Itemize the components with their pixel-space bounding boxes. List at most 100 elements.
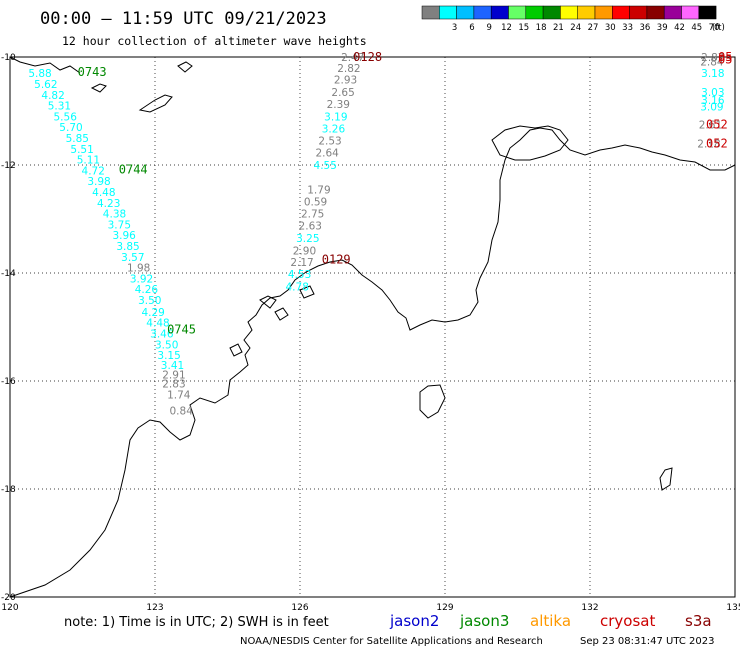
legend-tick-label: 3 (452, 23, 457, 33)
swh-value: 5.70 (59, 122, 82, 134)
plot-frame (9, 56, 736, 598)
swh-value: 3.57 (121, 252, 144, 264)
legend-tick-label: 30 (605, 23, 616, 33)
island-timor-coast (9, 56, 81, 74)
swh-value: 2.63 (299, 220, 322, 232)
swh-value: 1.79 (307, 184, 330, 196)
swh-value: 4.78 (286, 282, 309, 294)
swh-value: 3.26 (322, 123, 346, 135)
swh-value: 3.09 (700, 102, 723, 114)
swh-value: 5.62 (34, 79, 57, 91)
island-timor-west (138, 94, 173, 113)
swh-value: 2.53 (318, 136, 341, 148)
legend-unit: (ft) (712, 23, 725, 33)
swh-value: 2.17 (290, 257, 313, 269)
swh-value: 4.23 (97, 198, 120, 210)
island-bathurst (659, 467, 673, 491)
swh-value: 3.19 (324, 111, 347, 123)
swh-value: 4.82 (41, 90, 64, 102)
pass-id-label: 052 (706, 118, 728, 132)
timestamp-text: Sep 23 08:31:47 UTC 2023 (580, 636, 714, 647)
swh-value: 2.93 (334, 75, 357, 87)
legend-tick-label: 39 (657, 23, 668, 33)
legend-swatch (421, 5, 440, 20)
lon-tick-label: 135 (726, 603, 740, 613)
legend-swatch (646, 5, 665, 20)
swh-value: 3.50 (138, 295, 161, 307)
lat-tick-label: -10 (1, 53, 16, 63)
legend-swatch (508, 5, 527, 20)
legend-tick-label: 27 (588, 23, 599, 33)
swh-value: 3.03 (701, 87, 724, 99)
lat-tick-label: -14 (1, 269, 16, 279)
latitude-labels: -10 -12 -14 -16 -18 -20 (1, 53, 16, 603)
longitude-labels: 120 123 126 129 132 135 (1, 603, 740, 613)
legend-tick-label: 6 (469, 23, 474, 33)
pass-id-label: 052 (706, 136, 728, 150)
pass-id-label: 0129 (322, 253, 351, 267)
legend-tick-label: 12 (501, 23, 512, 33)
legend-tick-label: 70 (709, 23, 720, 33)
legend-swatch (560, 5, 578, 20)
legend-swatch (612, 5, 630, 20)
swh-value: 5.85 (66, 133, 89, 145)
lat-tick-label: -18 (1, 485, 16, 495)
legend-tick-label: 24 (570, 23, 581, 33)
swh-value: 3.15 (157, 350, 180, 362)
swh-value: 3.41 (161, 360, 184, 372)
swh-value: 5.56 (54, 111, 78, 123)
swh-value: 4.38 (103, 209, 126, 221)
lat-tick-label: -20 (1, 593, 16, 603)
credit-text: NOAA/NESDIS Center for Satellite Applica… (240, 636, 543, 647)
legend-swatch (663, 5, 682, 20)
mission-legend: jason2 jason3 altika cryosat s3a (389, 612, 712, 630)
legend-swatch (577, 5, 596, 20)
wave-height-legend: 3 6 9 12 15 18 21 24 27 30 33 36 39 42 45 70 (421, 5, 720, 33)
footer-note: note: 1) Time is in UTC; 2) SWH is in fe… (64, 615, 329, 630)
swh-value: 1.98 (127, 263, 150, 275)
map-title: 00:00 – 11:59 UTC 09/21/2023 (40, 9, 327, 29)
island-rote (90, 83, 107, 93)
island-savu (177, 61, 193, 73)
legend-swatch (490, 5, 509, 20)
swh-value: 1.74 (167, 390, 191, 402)
legend-swatch (629, 5, 648, 20)
swh-value: 2.39 (327, 99, 350, 111)
pass-id-label: 05 (718, 53, 732, 67)
swh-value: 3.85 (116, 241, 139, 253)
mission-label: jason2 (389, 612, 439, 630)
swh-value: 2.18 (697, 138, 720, 150)
swh-value: 4.26 (135, 284, 159, 296)
swh-value: 5.88 (28, 68, 51, 80)
swh-value: 2.91 (162, 370, 185, 382)
swh-value: 4.29 (141, 307, 164, 319)
swh-value: 3.46 (150, 328, 174, 340)
swh-value: 4.48 (92, 187, 115, 199)
lat-tick-label: -12 (1, 161, 16, 171)
lon-tick-label: 129 (436, 603, 453, 613)
lon-tick-label: 123 (146, 603, 163, 613)
legend-tick-label: 18 (536, 23, 547, 33)
swh-value: 2.87 (701, 52, 724, 64)
pass-id-label: 05 (718, 50, 732, 64)
coastline-australia-north (9, 127, 736, 598)
swh-value: 2.83 (162, 379, 185, 391)
swh-value: 3.98 (87, 176, 110, 188)
legend-tick-label: 33 (622, 23, 633, 33)
swh-value: 3.92 (130, 273, 153, 285)
legend-swatch (594, 5, 613, 20)
mission-label: jason3 (459, 612, 509, 630)
swh-value: 2.82 (337, 63, 360, 75)
legend-swatch (542, 5, 561, 20)
wave-height-observations: 5.885.624.825.315.565.705.855.515.114.72… (28, 52, 724, 418)
legend-tick-label: 36 (639, 23, 650, 33)
swh-value: 5.31 (48, 101, 71, 113)
lon-tick-label: 120 (1, 603, 18, 613)
swh-value: 4.48 (146, 318, 169, 330)
pass-id-label: 0743 (78, 65, 107, 79)
island-melville (491, 125, 569, 161)
legend-swatch (439, 5, 457, 20)
legend-swatch (525, 5, 544, 20)
legend-tick-label: 9 (486, 23, 491, 33)
swh-value: 3.96 (112, 230, 136, 242)
